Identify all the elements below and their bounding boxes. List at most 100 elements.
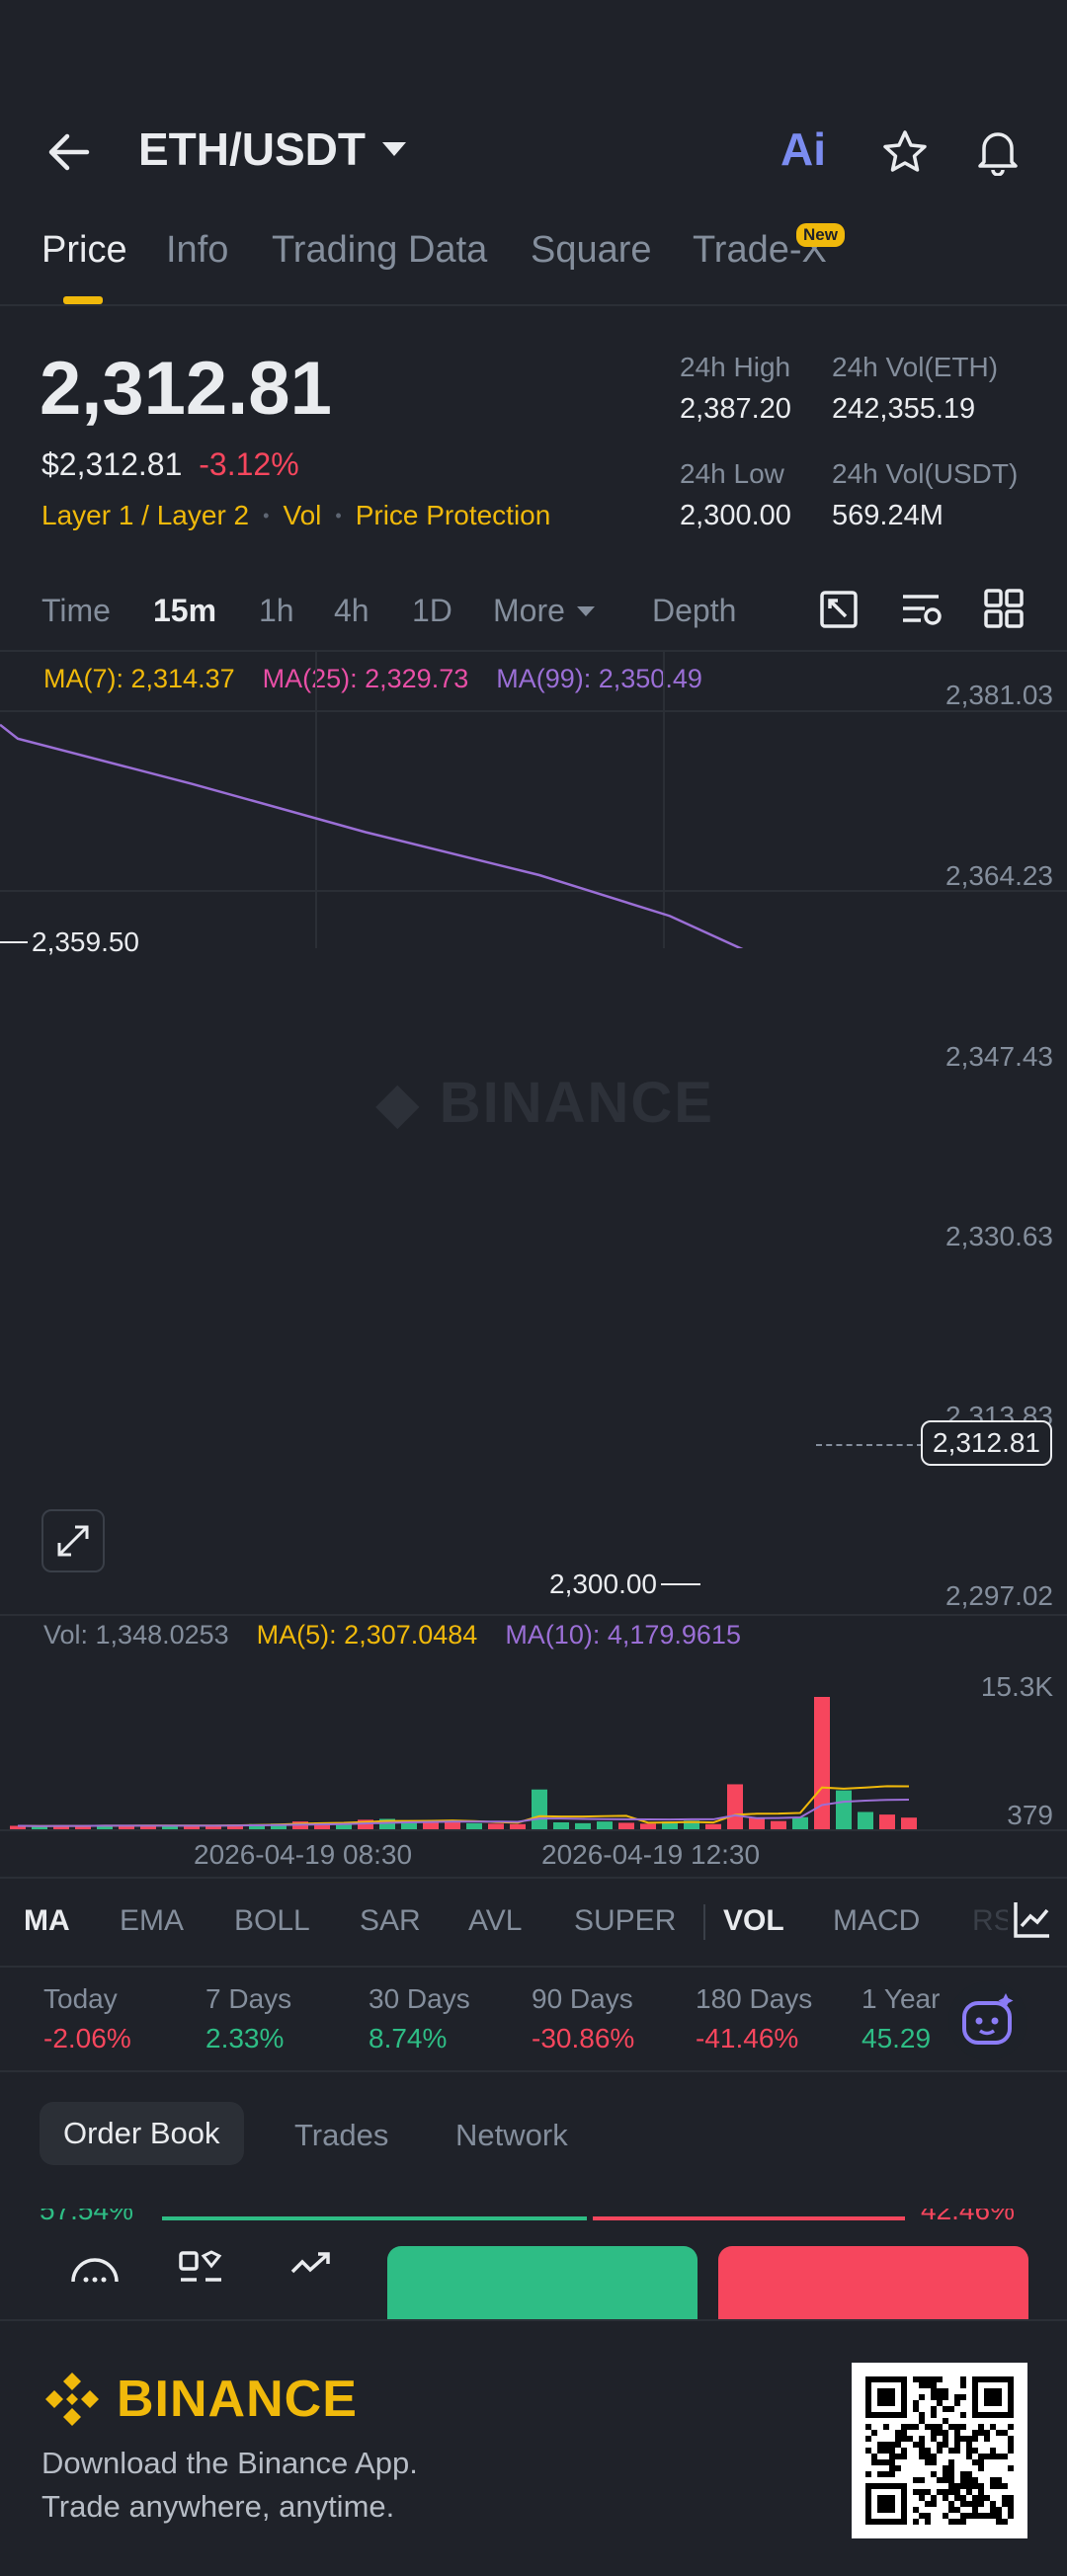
volume-bar xyxy=(184,1825,200,1829)
qr-module xyxy=(954,2442,960,2448)
fullscreen-button[interactable] xyxy=(41,1509,105,1572)
banner-line-2: Trade anywhere, anytime. xyxy=(41,2489,395,2524)
qr-module xyxy=(919,2477,925,2483)
qr-module xyxy=(895,2442,901,2448)
ma7-legend: MA(7): 2,314.37 xyxy=(43,664,235,693)
qr-module xyxy=(925,2501,931,2507)
volume-bar xyxy=(879,1814,895,1829)
ma25-legend: MA(25): 2,329.73 xyxy=(262,664,469,693)
qr-module xyxy=(925,2382,931,2388)
qr-module xyxy=(931,2454,937,2459)
xaxis-divider xyxy=(0,1877,1067,1879)
qr-module xyxy=(948,2459,954,2465)
back-button[interactable] xyxy=(43,126,95,178)
dashboard-icon xyxy=(71,2258,119,2283)
convert-button[interactable] xyxy=(178,2250,225,2291)
qr-module xyxy=(937,2430,943,2436)
tab-trades[interactable]: Trades xyxy=(294,2118,389,2152)
tag-price-protection[interactable]: Price Protection xyxy=(355,500,551,530)
tf-15m[interactable]: 15m xyxy=(153,593,217,628)
tab-trading-data[interactable]: Trading Data xyxy=(272,229,488,271)
tab-info[interactable]: Info xyxy=(166,229,229,271)
tf-time[interactable]: Time xyxy=(41,593,111,628)
tf-1d[interactable]: 1D xyxy=(412,593,452,628)
caret-down-icon xyxy=(382,142,406,156)
alert-button[interactable] xyxy=(974,126,1022,181)
perf-1y: 1 Year 45.29 xyxy=(862,1983,941,2053)
ai-button[interactable]: Ai xyxy=(780,122,826,176)
qr-module xyxy=(901,2430,907,2436)
qr-code[interactable] xyxy=(852,2363,1027,2538)
volume-bar xyxy=(379,1818,395,1829)
qr-module xyxy=(919,2513,925,2519)
share-button[interactable] xyxy=(288,2250,336,2291)
vol-usdt-value: 569.24M xyxy=(832,500,944,531)
assistant-button[interactable] xyxy=(948,1981,1027,2060)
indicator-chart-button[interactable] xyxy=(1008,1898,1053,1945)
qr-module xyxy=(889,2465,895,2471)
qr-module xyxy=(1008,2448,1014,2454)
ind-ma[interactable]: MA xyxy=(24,1904,70,1937)
ma-legend: MA(7): 2,314.37 MA(25): 2,329.73 MA(99):… xyxy=(43,664,702,694)
qr-module xyxy=(972,2448,978,2454)
tab-network[interactable]: Network xyxy=(455,2118,568,2152)
qr-module xyxy=(943,2442,948,2448)
chart-settings-button[interactable] xyxy=(818,589,860,635)
qr-module xyxy=(937,2448,943,2454)
qr-module xyxy=(865,2448,871,2454)
tab-square[interactable]: Square xyxy=(531,229,652,271)
tf-depth[interactable]: Depth xyxy=(652,593,737,628)
volume-bar xyxy=(836,1790,852,1829)
ind-super[interactable]: SUPER xyxy=(574,1904,677,1937)
qr-module xyxy=(913,2424,919,2430)
qr-module xyxy=(960,2513,966,2519)
tag-vol[interactable]: Vol xyxy=(283,500,322,530)
volume-bar xyxy=(640,1823,656,1829)
ind-macd[interactable]: MACD xyxy=(833,1904,921,1937)
qr-module xyxy=(925,2519,931,2525)
qr-module xyxy=(954,2400,960,2406)
tf-more[interactable]: More xyxy=(493,593,597,629)
qr-module xyxy=(948,2406,954,2412)
qr-module xyxy=(1008,2501,1014,2507)
pair-selector[interactable]: ETH/USDT xyxy=(138,122,409,176)
qr-module xyxy=(871,2454,877,2459)
qr-module xyxy=(960,2424,966,2430)
tag-layer[interactable]: Layer 1 / Layer 2 xyxy=(41,500,250,530)
tab-order-book[interactable]: Order Book xyxy=(40,2102,244,2165)
perf-90d: 90 Days -30.86% xyxy=(532,1983,635,2053)
qr-module xyxy=(960,2519,966,2525)
ind-ema[interactable]: EMA xyxy=(120,1904,185,1937)
tab-price[interactable]: Price xyxy=(41,229,127,271)
ind-avl[interactable]: AVL xyxy=(468,1904,523,1937)
qr-finder-core xyxy=(984,2388,1002,2406)
qr-module xyxy=(943,2418,948,2424)
qr-module xyxy=(919,2418,925,2424)
qr-module xyxy=(931,2430,937,2436)
qr-module xyxy=(984,2495,990,2501)
favorite-button[interactable] xyxy=(881,128,929,181)
ind-sar[interactable]: SAR xyxy=(360,1904,421,1937)
qr-module xyxy=(984,2454,990,2459)
qr-module xyxy=(1002,2454,1008,2459)
qr-module xyxy=(913,2406,919,2412)
qr-module xyxy=(996,2507,1002,2513)
qr-module xyxy=(972,2436,978,2442)
qr-module xyxy=(925,2448,931,2454)
ind-boll[interactable]: BOLL xyxy=(234,1904,310,1937)
volume-bar xyxy=(119,1825,134,1829)
layout-button[interactable] xyxy=(984,589,1024,633)
volume-bar xyxy=(597,1821,613,1829)
more-button[interactable] xyxy=(69,2250,121,2291)
qr-finder-core xyxy=(877,2388,895,2406)
qr-module xyxy=(1008,2424,1014,2430)
ind-vol[interactable]: VOL xyxy=(723,1904,784,1937)
price-sub: $2,312.81 -3.12% xyxy=(41,446,299,483)
tf-1h[interactable]: 1h xyxy=(259,593,294,628)
vol-ma10-line xyxy=(17,1798,910,1827)
indicator-settings-button[interactable] xyxy=(901,589,944,635)
qr-module xyxy=(954,2436,960,2442)
tf-4h[interactable]: 4h xyxy=(334,593,369,628)
volume-bar xyxy=(205,1824,221,1829)
qr-module xyxy=(925,2424,931,2430)
